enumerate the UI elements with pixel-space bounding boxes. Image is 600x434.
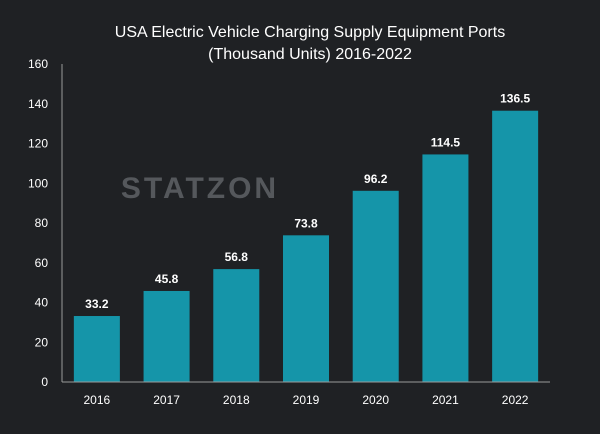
bars: 33.2 45.8 56.8 73.8 96.2 114.5 136.5 [73,92,539,383]
x-tick-label-2016: 2016 [84,393,111,407]
y-tick-label: 20 [35,335,49,349]
chart-title-line-1: USA Electric Vehicle Charging Supply Equ… [115,24,505,41]
y-tick-label: 40 [35,296,49,310]
y-tick-label: 140 [28,97,48,111]
y-tick-label: 160 [28,57,48,71]
data-label-2020: 96.2 [364,172,388,186]
bar-2019 [282,235,330,382]
x-tick-label-2018: 2018 [223,393,250,407]
data-label-2016: 33.2 [85,297,109,311]
y-tick-label: 0 [41,375,48,389]
y-tick-label: 100 [28,176,48,190]
bar-2021 [422,154,469,382]
bar-2022 [492,110,539,383]
x-tick-label-2019: 2019 [293,393,320,407]
bar-2017 [143,290,190,382]
y-tick-label: 60 [35,256,49,270]
data-label-2022: 136.5 [500,92,530,106]
y-axis: 0 20 40 60 80 100 120 140 160 [28,57,63,389]
data-label-2017: 45.8 [155,272,179,286]
x-tick-label-2021: 2021 [432,393,459,407]
y-tick-label: 120 [28,137,48,151]
chart-title-line-2: (Thousand Units) 2016-2022 [208,46,412,63]
data-label-2019: 73.8 [294,216,318,230]
bar-2018 [213,269,260,382]
watermark-logo: STATZON [121,172,279,205]
y-tick-label: 80 [35,216,49,230]
x-tick-label-2017: 2017 [153,393,180,407]
data-label-2018: 56.8 [225,250,249,264]
x-tick-label-2020: 2020 [362,393,389,407]
bar-2016 [73,316,120,382]
x-tick-label-2022: 2022 [502,393,529,407]
data-label-2021: 114.5 [431,135,461,149]
x-axis: 2016 2017 2018 2019 2020 2021 2022 [62,381,550,407]
bar-2020 [352,190,399,382]
